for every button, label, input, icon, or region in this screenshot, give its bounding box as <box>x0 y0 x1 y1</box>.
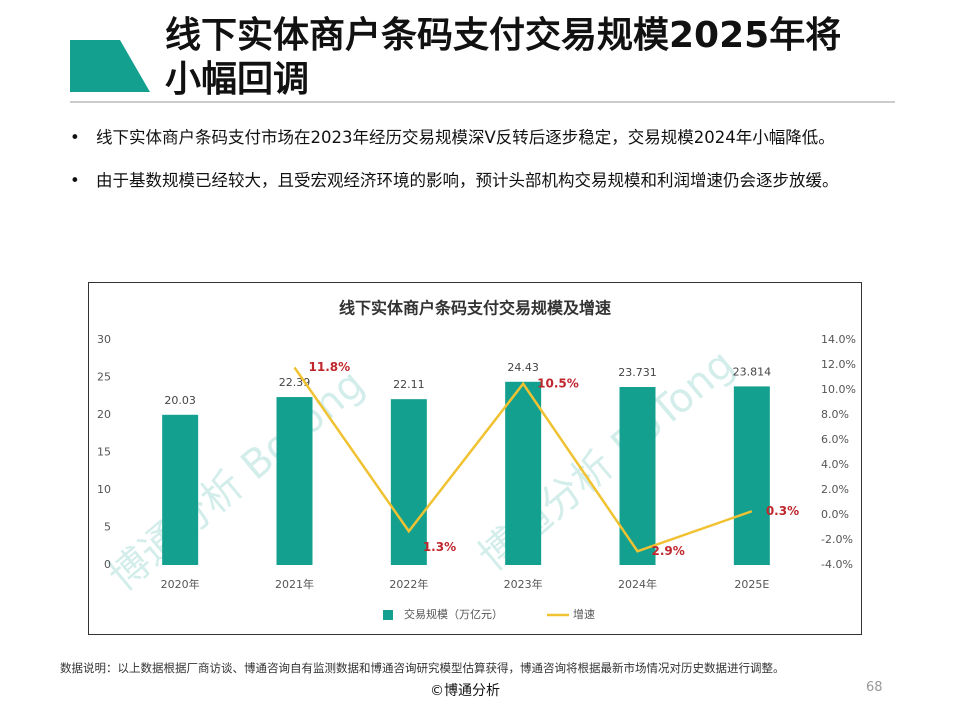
y-tick-label: 0 <box>104 558 111 571</box>
line-value-label: 2.9% <box>652 544 685 558</box>
x-tick-label: 2024年 <box>618 577 657 591</box>
header-deco <box>70 40 895 103</box>
bar <box>733 386 770 565</box>
chart-title: 线下实体商户条码支付交易规模及增速 <box>339 299 611 318</box>
bar <box>505 381 542 565</box>
y2-tick-label: -2.0% <box>821 533 853 546</box>
chart: 线下实体商户条码支付交易规模及增速 博通分析 BoTong 博通分析 BoTong… <box>88 282 862 635</box>
y-tick-label: 10 <box>97 483 111 496</box>
y-tick-label: 15 <box>97 446 111 459</box>
y2-tick-label: 6.0% <box>821 433 849 446</box>
y2-tick-label: 2.0% <box>821 483 849 496</box>
note: 数据说明：以上数据根据厂商访谈、博通咨询自有监测数据和博通咨询研究模型估算获得，… <box>60 661 785 675</box>
y-tick-label: 20 <box>97 408 111 421</box>
y2-tick-label: 14.0% <box>821 333 856 346</box>
bar <box>162 414 199 565</box>
y2-tick-label: 4.0% <box>821 458 849 471</box>
legend-swatch <box>383 610 393 620</box>
y2-tick-label: 8.0% <box>821 408 849 421</box>
x-tick-label: 2023年 <box>504 577 543 591</box>
line-value-label: 1.3% <box>423 540 456 554</box>
chart-frame <box>88 282 862 635</box>
title-shape <box>70 40 150 92</box>
y2-tick-label: 10.0% <box>821 383 856 396</box>
bar-value-label: 24.43 <box>507 361 538 374</box>
x-tick-label: 2020年 <box>161 577 200 591</box>
x-tick-label: 2022年 <box>389 577 428 591</box>
x-tick-label: 2021年 <box>275 577 314 591</box>
bar-value-label: 23.814 <box>733 365 772 378</box>
bar <box>390 399 427 565</box>
title-line: 小幅回调 <box>165 59 310 100</box>
y-tick-label: 5 <box>104 521 111 534</box>
x-tick-label: 2025E <box>734 578 769 591</box>
bar-value-label: 22.11 <box>393 378 425 391</box>
bar-value-label: 23.731 <box>618 366 657 379</box>
line-value-label: 11.8% <box>309 360 351 374</box>
y-tick-label: 25 <box>97 371 111 384</box>
bullets: 线下实体商户条码支付市场在2023年经历交易规模深V反转后逐步稳定，交易规模20… <box>70 122 870 208</box>
bullet: 由于基数规模已经较大，且受宏观经济环境的影响，预计头部机构交易规模和利润增速仍会… <box>70 165 870 196</box>
title-line: 线下实体商户条码支付交易规模2025年将 <box>165 15 842 56</box>
line <box>293 366 753 553</box>
line-value-label: 0.3% <box>766 504 799 518</box>
bar-value-label: 20.03 <box>164 394 196 407</box>
y-tick-label: 30 <box>97 333 111 346</box>
bar <box>619 387 656 565</box>
y2-tick-label: 0.0% <box>821 508 849 521</box>
legend-label: 增速 <box>573 607 595 621</box>
bar <box>276 397 313 565</box>
footer: ©博通分析 <box>430 683 500 699</box>
bullet: 线下实体商户条码支付市场在2023年经历交易规模深V反转后逐步稳定，交易规模20… <box>70 122 870 153</box>
page-number: 68 <box>866 680 883 695</box>
y2-tick-label: -4.0% <box>821 558 853 571</box>
line-value-label: 10.5% <box>537 376 579 390</box>
legend-label: 交易规模（万亿元） <box>404 607 503 621</box>
slide-title: 线下实体商户条码支付交易规模2025年将 小幅回调 <box>165 14 841 102</box>
y2-tick-label: 12.0% <box>821 358 856 371</box>
